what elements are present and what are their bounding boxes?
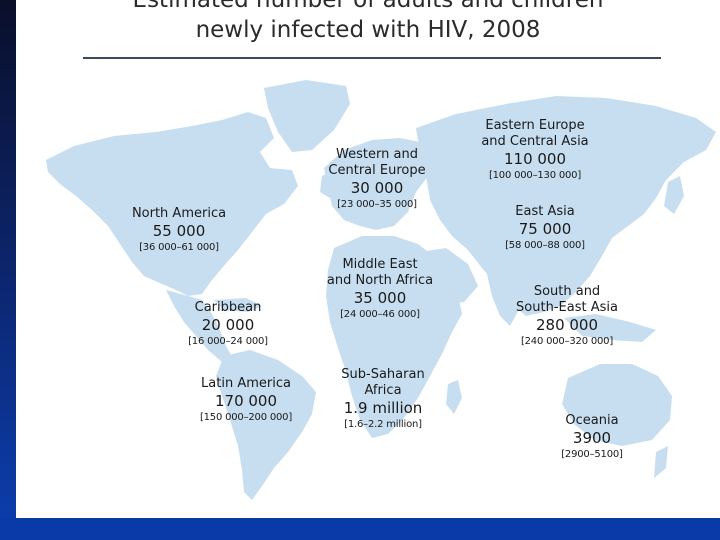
south-east-asia-range: [240 000–320 000] bbox=[520, 336, 614, 347]
sub-saharan-range: [1.6–2.2 million] bbox=[344, 419, 422, 430]
latin-america-value: 170 000 bbox=[214, 392, 278, 410]
western-europe-range: [23 000–35 000] bbox=[337, 199, 417, 210]
europe-shape bbox=[324, 138, 436, 230]
region-south-south-east-asia: South and South-East Asia 280 000 [240 0… bbox=[500, 284, 634, 348]
eastern-europe-name-line-2: and Central Asia bbox=[481, 134, 589, 149]
north-america-value: 55 000 bbox=[152, 222, 206, 240]
region-sub-saharan-africa: Sub-Saharan Africa 1.9 million [1.6–2.2 … bbox=[316, 367, 450, 431]
bottom-bar bbox=[0, 518, 720, 540]
middle-east-name-line-2: and North Africa bbox=[326, 273, 434, 288]
south-america-shape bbox=[216, 350, 316, 500]
latin-america-name: Latin America bbox=[201, 376, 291, 391]
middle-east-value: 35 000 bbox=[353, 289, 407, 307]
latin-america-range: [150 000–200 000] bbox=[199, 412, 293, 423]
region-latin-america: Latin America 170 000 [150 000–200 000] bbox=[176, 376, 316, 424]
india-shape bbox=[486, 262, 528, 326]
western-europe-value: 30 000 bbox=[350, 179, 404, 197]
east-asia-value: 75 000 bbox=[518, 220, 572, 238]
title-divider bbox=[83, 57, 661, 59]
caribbean-value: 20 000 bbox=[201, 316, 255, 334]
south-east-asia-name-line-2: South-East Asia bbox=[516, 300, 618, 315]
middle-east-range: [24 000–46 000] bbox=[340, 309, 420, 320]
new-zealand-shape bbox=[654, 446, 668, 478]
asia-shape bbox=[416, 96, 716, 316]
caribbean-name: Caribbean bbox=[194, 300, 262, 315]
north-america-name: North America bbox=[131, 206, 227, 221]
sub-saharan-name-line-2: Africa bbox=[364, 383, 402, 398]
region-middle-east-north-africa: Middle East and North Africa 35 000 [24 … bbox=[312, 257, 448, 321]
africa-shape bbox=[326, 236, 462, 438]
sub-saharan-value: 1.9 million bbox=[343, 399, 423, 417]
region-oceania: Oceania 3900 [2900–5100] bbox=[546, 413, 638, 461]
greenland-shape bbox=[264, 80, 350, 152]
middle-east-name-line-1: Middle East bbox=[342, 257, 418, 272]
caribbean-range: [16 000–24 000] bbox=[188, 336, 268, 347]
sub-saharan-name-line-1: Sub-Saharan bbox=[341, 367, 425, 382]
oceania-range: [2900–5100] bbox=[561, 449, 623, 460]
north-america-shape bbox=[46, 112, 298, 296]
region-western-central-europe: Western and Central Europe 30 000 [23 00… bbox=[312, 147, 442, 211]
western-europe-name-line-2: Central Europe bbox=[328, 163, 426, 178]
southeast-asia-islands-shape bbox=[564, 314, 656, 342]
east-asia-range: [58 000–88 000] bbox=[505, 240, 585, 251]
east-asia-name: East Asia bbox=[515, 204, 575, 219]
western-europe-name-line-1: Western and bbox=[336, 147, 418, 162]
uk-shape bbox=[320, 170, 338, 198]
eastern-europe-range: [100 000–130 000] bbox=[488, 170, 582, 181]
slide-title-line-2: newly infected with HIV, 2008 bbox=[195, 17, 541, 43]
south-east-asia-name-line-1: South and bbox=[533, 284, 601, 299]
oceania-name: Oceania bbox=[565, 413, 619, 428]
oceania-value: 3900 bbox=[572, 429, 612, 447]
slide-title-line-1: Estimated number of adults and children bbox=[132, 0, 604, 13]
eastern-europe-value: 110 000 bbox=[503, 150, 567, 168]
eastern-europe-name-line-1: Eastern Europe bbox=[485, 118, 585, 133]
region-north-america: North America 55 000 [36 000–61 000] bbox=[116, 206, 242, 254]
region-eastern-europe-central-asia: Eastern Europe and Central Asia 110 000 … bbox=[468, 118, 602, 182]
region-caribbean: Caribbean 20 000 [16 000–24 000] bbox=[166, 300, 290, 348]
south-east-asia-value: 280 000 bbox=[535, 316, 599, 334]
madagascar-shape bbox=[446, 380, 462, 414]
arabia-shape bbox=[420, 248, 478, 304]
central-america-shape bbox=[166, 290, 234, 362]
north-america-range: [36 000–61 000] bbox=[139, 242, 219, 253]
region-east-asia: East Asia 75 000 [58 000–88 000] bbox=[482, 204, 608, 252]
caribbean-islands-shape bbox=[214, 298, 262, 312]
world-map bbox=[46, 80, 716, 500]
australia-shape bbox=[562, 364, 672, 446]
left-edge-gradient bbox=[0, 0, 16, 540]
slide: Estimated number of adults and children … bbox=[16, 0, 720, 518]
japan-shape bbox=[664, 176, 684, 214]
